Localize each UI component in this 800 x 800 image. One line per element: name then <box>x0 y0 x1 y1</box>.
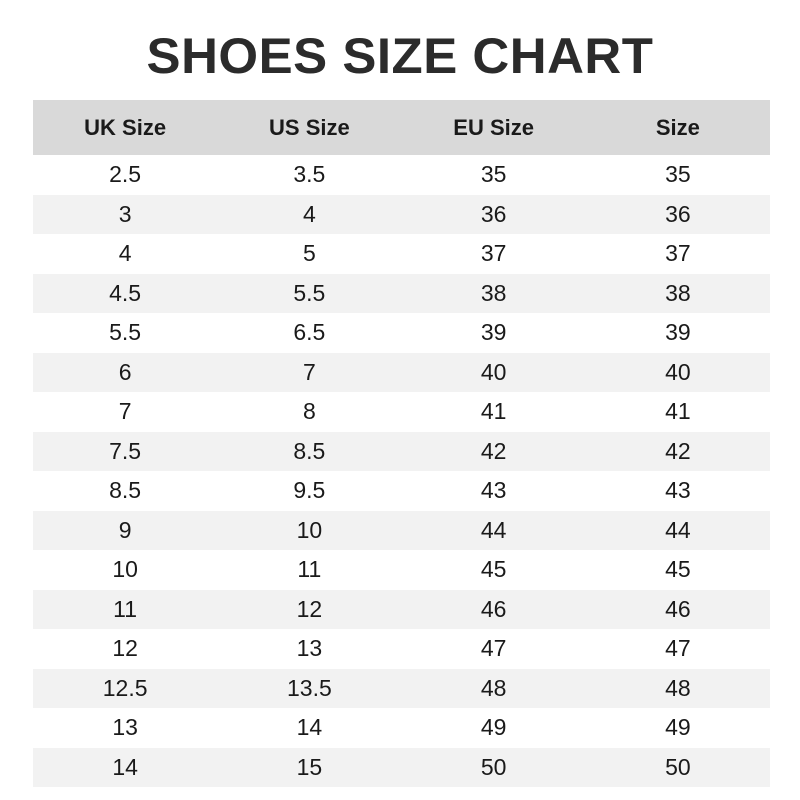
cell-us-size: 13 <box>296 635 323 662</box>
cell-uk-size: 7.5 <box>109 437 142 464</box>
cell-uk-size: 8.5 <box>109 477 142 504</box>
cell-size: 43 <box>665 477 691 504</box>
cell-us-size: 15 <box>296 753 323 780</box>
cell-us-size: 8 <box>302 398 316 425</box>
cell-uk-size: 10 <box>112 556 138 583</box>
cell-eu-size: 48 <box>480 674 507 701</box>
column-header-eu-size: EU Size <box>453 114 534 140</box>
cell-uk-size: 4 <box>118 240 132 267</box>
cell-us-size: 4 <box>302 200 316 227</box>
cell-eu-size: 45 <box>480 556 507 583</box>
table-row: 13 14 49 49 <box>33 708 770 748</box>
cell-us-size: 6.5 <box>293 319 326 346</box>
cell-uk-size: 6 <box>118 358 132 385</box>
cell-us-size: 8.5 <box>293 437 326 464</box>
table-row: 11 12 46 46 <box>33 589 770 629</box>
cell-eu-size: 46 <box>480 595 507 622</box>
cell-eu-size: 35 <box>480 161 507 188</box>
cell-eu-size: 37 <box>480 240 507 267</box>
cell-us-size: 5 <box>302 240 316 267</box>
table-row: 10 11 45 45 <box>33 550 770 590</box>
cell-size: 50 <box>665 753 691 780</box>
cell-us-size: 12 <box>296 595 323 622</box>
cell-uk-size: 2.5 <box>109 161 142 188</box>
cell-eu-size: 39 <box>480 319 507 346</box>
table-row: 3 4 36 36 <box>33 194 770 234</box>
cell-us-size: 11 <box>297 556 322 583</box>
cell-uk-size: 3 <box>118 200 132 227</box>
table-row: 14 15 50 50 <box>33 747 770 787</box>
cell-size: 44 <box>665 516 691 543</box>
cell-eu-size: 49 <box>480 714 507 741</box>
column-header-us-size: US Size <box>269 114 350 140</box>
table-row: 5.5 6.5 39 39 <box>33 313 770 353</box>
cell-eu-size: 42 <box>480 437 507 464</box>
cell-eu-size: 36 <box>480 200 507 227</box>
cell-uk-size: 4.5 <box>109 279 142 306</box>
cell-eu-size: 41 <box>480 398 507 425</box>
cell-eu-size: 47 <box>480 635 507 662</box>
cell-size: 42 <box>665 437 691 464</box>
table-body: 2.5 3.5 35 35 3 4 36 36 4 5 37 37 4.5 5.… <box>33 155 770 787</box>
cell-uk-size: 5.5 <box>109 319 142 346</box>
table-header: UK Size US Size EU Size Size <box>33 100 770 155</box>
cell-uk-size: 12.5 <box>102 674 148 701</box>
cell-uk-size: 13 <box>112 714 138 741</box>
cell-size: 38 <box>665 279 691 306</box>
cell-size: 49 <box>665 714 691 741</box>
cell-us-size: 7 <box>302 358 316 385</box>
column-header-uk-size: UK Size <box>84 114 167 140</box>
page-title: SHOES SIZE CHART <box>146 28 654 84</box>
table-row: 4.5 5.5 38 38 <box>33 273 770 313</box>
cell-size: 40 <box>665 358 691 385</box>
cell-uk-size: 12 <box>112 635 138 662</box>
cell-us-size: 3.5 <box>293 161 326 188</box>
column-header-size: Size <box>655 114 700 140</box>
cell-uk-size: 7 <box>118 398 132 425</box>
table-header-row: UK Size US Size EU Size Size <box>33 100 770 155</box>
cell-eu-size: 44 <box>480 516 507 543</box>
cell-uk-size: 9 <box>118 516 132 543</box>
cell-uk-size: 14 <box>112 753 138 780</box>
cell-size: 46 <box>665 595 691 622</box>
table-row: 8.5 9.5 43 43 <box>33 471 770 511</box>
cell-size: 47 <box>665 635 691 662</box>
cell-size: 48 <box>665 674 691 701</box>
table-row: 2.5 3.5 35 35 <box>33 155 770 195</box>
cell-eu-size: 50 <box>480 753 507 780</box>
cell-eu-size: 40 <box>480 358 507 385</box>
table-row: 12 13 47 47 <box>33 629 770 669</box>
cell-us-size: 5.5 <box>293 279 326 306</box>
table-row: 7 8 41 41 <box>33 392 770 432</box>
table-row: 12.5 13.5 48 48 <box>33 668 770 708</box>
cell-uk-size: 11 <box>113 595 138 622</box>
cell-us-size: 14 <box>296 714 323 741</box>
cell-us-size: 10 <box>296 516 323 543</box>
table-row: 9 10 44 44 <box>33 510 770 550</box>
table-row: 6 7 40 40 <box>33 352 770 392</box>
cell-size: 41 <box>665 398 691 425</box>
cell-size: 37 <box>665 240 691 267</box>
shoe-size-table: UK Size US Size EU Size Size 2.5 3.5 35 … <box>33 100 770 787</box>
cell-size: 36 <box>665 200 691 227</box>
cell-size: 35 <box>665 161 691 188</box>
cell-size: 39 <box>665 319 691 346</box>
cell-us-size: 13.5 <box>286 674 332 701</box>
cell-eu-size: 43 <box>480 477 507 504</box>
table-row: 7.5 8.5 42 42 <box>33 431 770 471</box>
cell-size: 45 <box>665 556 691 583</box>
cell-us-size: 9.5 <box>293 477 326 504</box>
cell-eu-size: 38 <box>480 279 507 306</box>
table-row: 4 5 37 37 <box>33 234 770 274</box>
